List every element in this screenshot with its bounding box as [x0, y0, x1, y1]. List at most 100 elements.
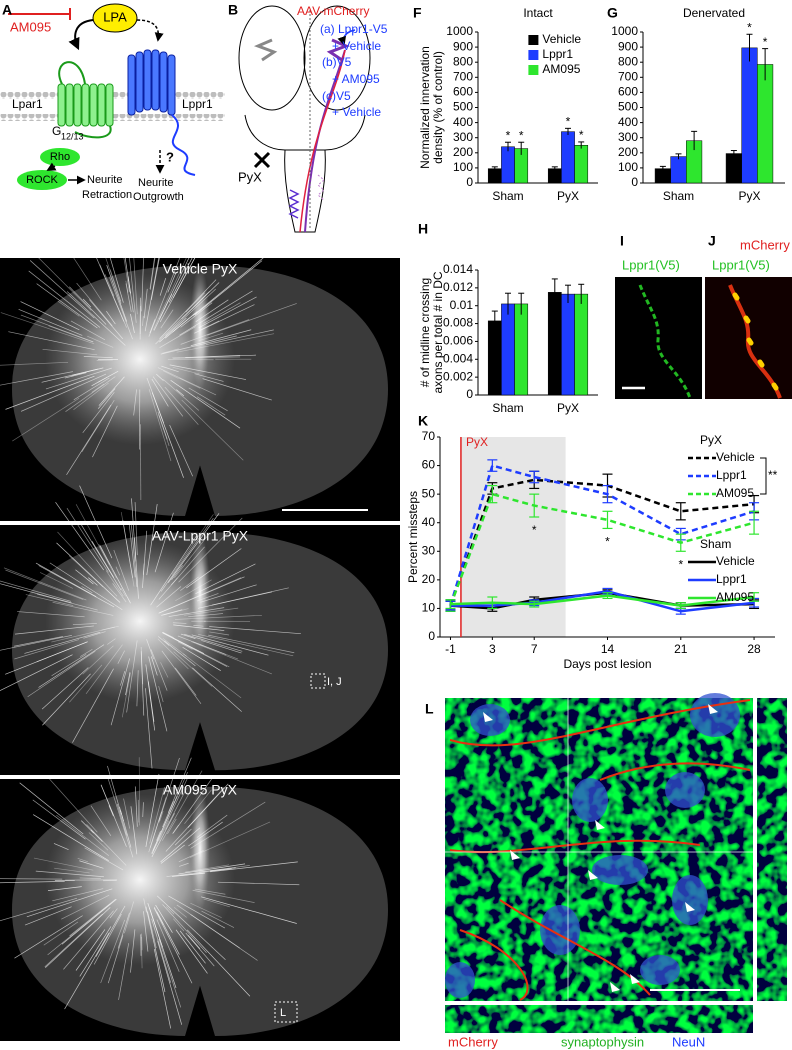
axon-fiber	[57, 531, 118, 597]
axon-fiber	[210, 861, 298, 873]
axon-fiber	[61, 898, 117, 945]
axon-fiber	[152, 253, 189, 331]
axon-fiber	[146, 504, 158, 576]
condition: (c)V5	[322, 89, 351, 103]
axon-fiber	[161, 650, 202, 705]
axon-fiber	[93, 252, 125, 322]
axon-fiber	[167, 272, 177, 293]
axon-fiber	[179, 930, 206, 964]
axon-fiber	[169, 424, 193, 477]
axon-fiber	[106, 265, 128, 322]
axon-fiber	[116, 213, 130, 293]
axon-fiber	[143, 563, 145, 575]
axon-fiber	[148, 656, 168, 732]
axon-fiber	[172, 354, 241, 359]
axon-fiber	[201, 896, 297, 924]
axon-fiber	[36, 283, 98, 329]
axon-fiber	[125, 672, 131, 696]
error-bar	[491, 166, 498, 171]
axon-fiber	[100, 784, 127, 847]
y-axis-label: density (% of control)	[431, 51, 445, 164]
y-tick-label: 40	[422, 515, 436, 529]
axon-fiber	[143, 898, 147, 913]
axon-fiber	[155, 904, 173, 933]
lpar1-helices	[57, 83, 114, 127]
axon-fiber	[188, 613, 224, 618]
axon-fiber	[170, 380, 241, 429]
axon-fiber	[189, 821, 271, 858]
axon-fiber	[167, 757, 192, 813]
axon-fiber	[107, 935, 124, 984]
axon-fiber	[194, 888, 226, 895]
axon-fiber	[209, 626, 301, 635]
axon-fiber	[168, 237, 203, 303]
axon-fiber	[93, 913, 122, 965]
dorsal-column	[190, 532, 210, 652]
axon-fiber	[179, 862, 189, 867]
axon-fiber	[56, 542, 121, 603]
axon-fiber	[146, 639, 154, 660]
axon-fiber	[17, 611, 85, 618]
axon-fiber	[5, 375, 95, 410]
axon-fiber	[159, 250, 193, 320]
axon-fiber	[162, 632, 228, 667]
x-tick-label: PyX	[557, 401, 579, 415]
axon-fiber	[0, 583, 72, 604]
axon-fiber	[35, 870, 104, 878]
legend-label: Vehicle	[542, 32, 581, 46]
lpar1: Lpar1	[12, 97, 43, 111]
outcome: Neurite	[138, 177, 173, 189]
axon-fiber	[175, 929, 208, 974]
axon-fiber	[101, 626, 115, 631]
axon-fiber	[181, 399, 244, 461]
axon-fiber	[201, 640, 242, 654]
inset-box	[310, 673, 326, 689]
axon-fiber	[174, 533, 210, 578]
axon-fiber	[158, 686, 164, 703]
axon-fiber	[132, 248, 138, 315]
axon-fiber	[79, 860, 104, 869]
axon-fiber	[83, 631, 106, 639]
conditions: (a) Lppr1-V5 + Vehicle (b)V5 + AM095 (c)…	[320, 22, 388, 119]
error-bar	[518, 141, 525, 155]
spinal-cord	[0, 213, 388, 516]
axon-fiber	[0, 634, 73, 651]
axon-fiber	[159, 250, 200, 323]
error-bar	[529, 470, 540, 484]
axon-fiber	[144, 256, 160, 332]
axon-fiber	[153, 907, 193, 984]
axon-fiber	[39, 572, 74, 589]
axon-fiber	[158, 546, 205, 600]
axon-fiber	[152, 796, 178, 852]
axon	[638, 284, 692, 399]
axon-fiber	[209, 631, 230, 636]
axon-fiber	[20, 314, 94, 343]
y-tick-label: 400	[618, 115, 638, 129]
axon-fiber	[195, 563, 256, 594]
bar	[757, 64, 774, 184]
y-tick-label: 200	[453, 145, 473, 159]
axon-fiber	[167, 513, 220, 583]
axon-fiber	[158, 938, 182, 1008]
axon-fiber	[156, 830, 161, 841]
axon-fiber	[209, 867, 236, 872]
axon-fiber	[198, 332, 224, 342]
axon-fiber	[140, 936, 143, 969]
legend-label: Lppr1	[716, 468, 747, 482]
axon-fiber	[120, 587, 126, 597]
axon-fiber	[140, 647, 144, 685]
axon-fiber	[107, 765, 122, 815]
axon-fiber	[118, 215, 131, 294]
axon-fiber	[151, 378, 169, 407]
axon-fiber	[142, 802, 144, 818]
axon-fiber	[66, 404, 112, 475]
y-tick-label: 800	[618, 54, 638, 68]
axon-fiber	[96, 359, 113, 361]
axon-fiber	[174, 667, 197, 696]
axon-fiber	[201, 910, 235, 928]
y-axis-label: Percent missteps	[406, 491, 420, 583]
axon-fiber	[41, 667, 89, 710]
axon-fiber	[190, 902, 222, 918]
axon-fiber	[79, 485, 113, 559]
axon-fiber	[168, 895, 226, 929]
